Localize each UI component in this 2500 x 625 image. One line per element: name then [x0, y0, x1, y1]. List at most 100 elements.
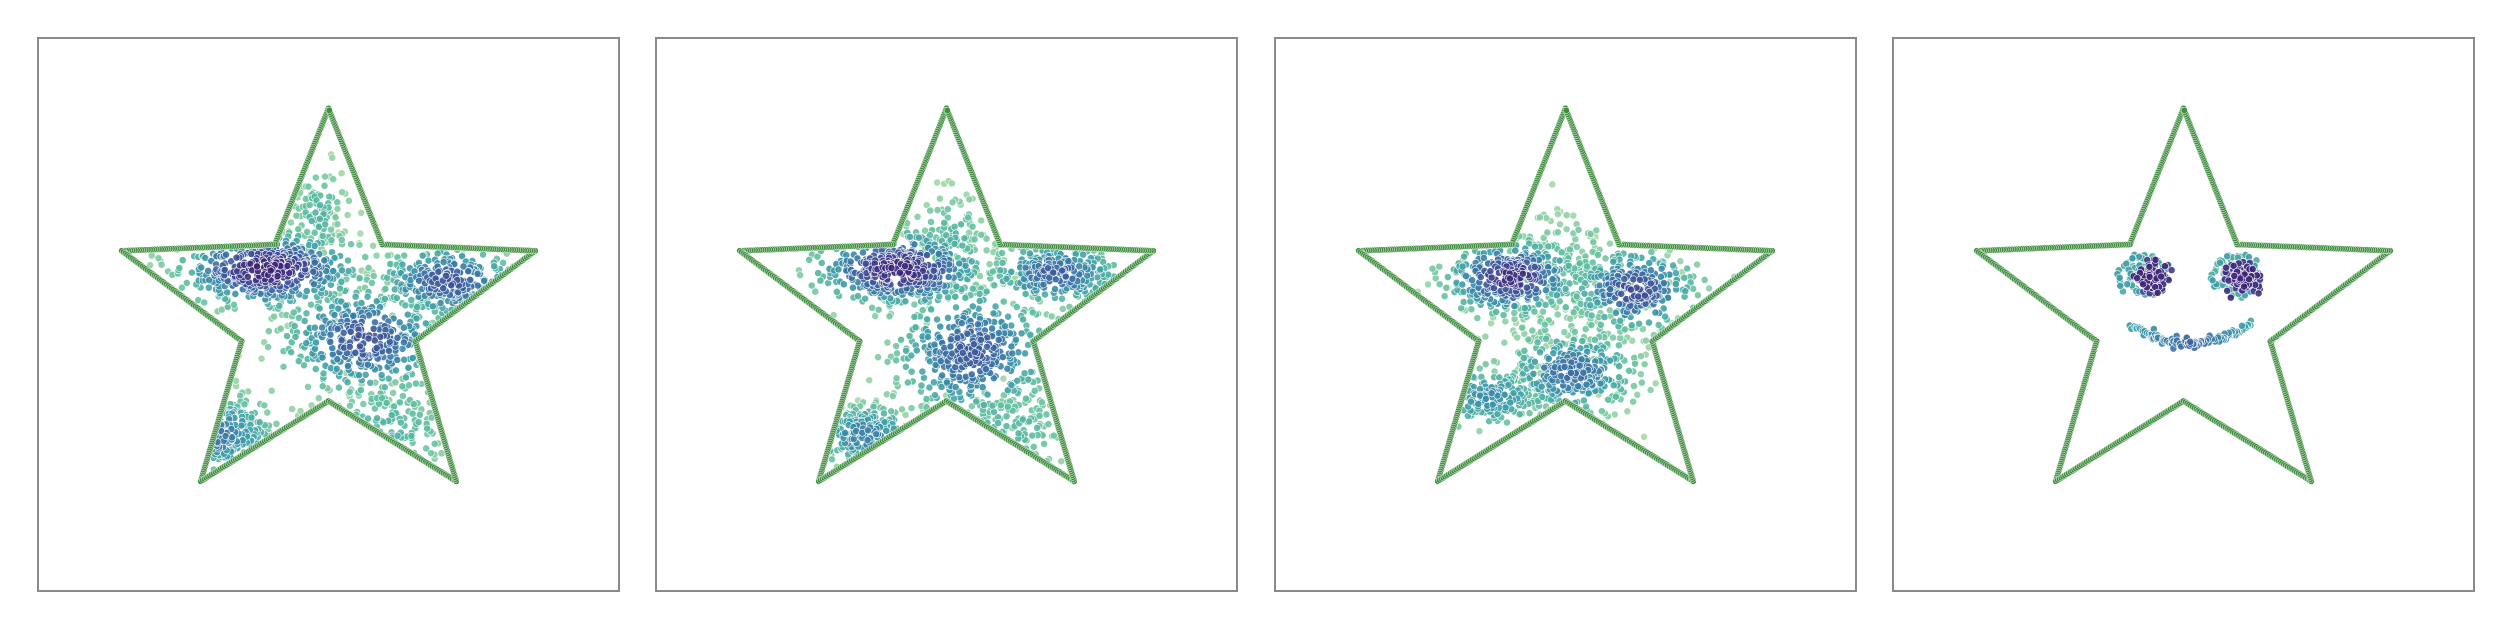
scatter-point — [991, 302, 1000, 311]
scatter-point — [283, 262, 292, 270]
scatter-point — [926, 206, 935, 215]
scatter-point — [892, 374, 901, 383]
scatter-point — [1569, 211, 1578, 220]
scatter-point — [378, 394, 387, 403]
scatter-point — [379, 418, 388, 427]
scatter-point — [950, 240, 959, 248]
scatter-point — [329, 267, 338, 275]
scatter-point — [304, 182, 313, 191]
scatter-point — [283, 332, 291, 340]
scatter-point — [1642, 336, 1650, 345]
scatter-point — [1533, 338, 1542, 347]
scatter-point — [882, 426, 891, 435]
scatter-point — [839, 280, 848, 289]
scatter-point — [1018, 415, 1027, 424]
scatter-point — [996, 266, 1005, 275]
scatter-point — [1079, 250, 1087, 259]
scatter-point — [967, 257, 976, 266]
scatter-point — [1606, 239, 1614, 248]
scatter-point — [1047, 312, 1056, 321]
scatter-point — [320, 181, 329, 190]
scatter-point — [1556, 220, 1564, 229]
scatter-point — [1610, 410, 1619, 419]
scatter-point — [1591, 335, 1599, 344]
scatter-point — [408, 354, 417, 362]
scatter-point — [175, 264, 184, 272]
scatter-point — [880, 418, 889, 427]
scatter-point — [1625, 366, 1633, 375]
scatter-point — [901, 262, 909, 270]
scatter-point — [247, 413, 256, 422]
scatter-point — [356, 229, 365, 238]
scatter-point — [933, 206, 942, 214]
scatter-point — [1520, 346, 1529, 355]
scatter-point — [1587, 311, 1596, 320]
scatter-point — [999, 297, 1008, 306]
scatter-point — [1026, 368, 1035, 376]
scatter-point — [972, 397, 981, 406]
scatter-point — [409, 400, 418, 409]
scatter-point — [1700, 276, 1709, 284]
scatter-point — [311, 173, 320, 182]
scatter-point — [1058, 266, 1066, 275]
scatter-point — [958, 348, 967, 357]
scatter-point — [302, 309, 311, 318]
scatter-point — [923, 315, 932, 324]
scatter-point — [415, 410, 424, 419]
scatter-point — [1513, 333, 1522, 342]
scatter-point — [938, 371, 947, 380]
scatter-point — [1569, 308, 1578, 317]
scatter-point — [1021, 349, 1029, 358]
scatter-point — [427, 449, 435, 457]
scatter-point — [907, 351, 916, 360]
scatter-point — [368, 279, 376, 287]
scatter-point — [257, 354, 266, 363]
scatter-point — [1536, 213, 1544, 222]
scatter-point — [327, 225, 335, 234]
scatter-point — [1518, 323, 1527, 332]
scatter-point — [311, 344, 319, 353]
scatter-point — [1001, 322, 1009, 331]
scatter-panel-1 — [37, 37, 620, 592]
scatter-point — [466, 275, 475, 284]
scatter-point — [302, 339, 311, 348]
scatter-point — [887, 264, 896, 272]
scatter-point — [940, 218, 949, 227]
scatter-point — [1539, 307, 1547, 316]
scatter-point — [334, 304, 343, 313]
scatter-point — [396, 398, 404, 407]
scatter-point — [814, 269, 822, 277]
scatter-point — [936, 357, 945, 366]
scatter-point — [1694, 291, 1702, 300]
scatter-point — [316, 201, 324, 210]
scatter-point — [382, 398, 391, 407]
scatter-point — [864, 426, 872, 435]
scatter-point — [398, 260, 407, 269]
scatter-point — [439, 284, 448, 293]
scatter-point — [1587, 321, 1596, 329]
scatter-point — [333, 198, 342, 207]
scatter-point — [1044, 420, 1053, 429]
scatter-point — [355, 371, 363, 380]
scatter-point — [990, 281, 999, 290]
scatter-point — [926, 231, 934, 240]
scatter-point — [205, 276, 214, 284]
scatter-point — [266, 266, 275, 275]
scatter-point — [1503, 418, 1511, 427]
scatter-point — [944, 213, 952, 222]
scatter-point — [1013, 376, 1022, 385]
scatter-point — [434, 267, 443, 276]
scatter-point — [974, 320, 982, 329]
scatter-point — [315, 214, 324, 223]
scatter-point — [952, 303, 960, 312]
scatter-point — [338, 266, 346, 275]
scatter-point — [1705, 284, 1713, 293]
scatter-point — [846, 257, 855, 266]
scatter-point — [346, 327, 355, 336]
scatter-point — [407, 296, 416, 304]
scatter-point — [965, 195, 974, 204]
scatter-point — [967, 370, 976, 379]
scatter-point — [408, 409, 417, 418]
scatter-point — [998, 259, 1007, 267]
scatter-point — [357, 299, 366, 307]
